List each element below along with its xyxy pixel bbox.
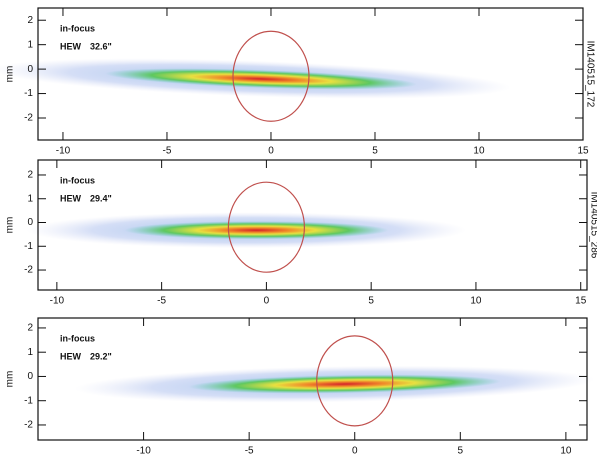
y-axis-label: mm — [5, 66, 16, 83]
annotation: in-focus — [60, 23, 95, 33]
spot-core — [188, 374, 501, 394]
x-tick-label: 10 — [473, 146, 485, 157]
side-label: IM140515_286 — [588, 192, 597, 259]
y-tick-label: 0 — [27, 217, 33, 228]
y-tick-label: 0 — [27, 371, 33, 382]
x-tick-label: 10 — [560, 446, 572, 457]
y-tick-label: 1 — [27, 193, 33, 204]
annotation: HEW — [60, 193, 82, 203]
x-tick-label: -5 — [157, 296, 166, 307]
x-tick-label: -10 — [56, 146, 71, 157]
hew-circle — [316, 335, 394, 427]
x-tick-label: -5 — [163, 146, 172, 157]
x-tick-label: 0 — [264, 296, 270, 307]
x-tick-label: 15 — [577, 146, 589, 157]
annotation: in-focus — [60, 175, 95, 185]
x-tick-label: 0 — [268, 146, 274, 157]
plot-frame — [37, 7, 584, 141]
plot-frame — [37, 159, 588, 291]
y-tick-label: 2 — [27, 15, 33, 26]
annotation: 32.6" — [90, 41, 112, 51]
x-tick-label: 5 — [368, 296, 374, 307]
hew-circle — [232, 30, 310, 122]
x-tick-label: 10 — [470, 296, 482, 307]
y-tick-label: -2 — [24, 420, 33, 431]
y-tick-label: 0 — [27, 64, 33, 75]
side-label: IM140515_172 — [584, 41, 595, 108]
y-tick-label: -2 — [24, 113, 33, 124]
x-tick-label: -5 — [245, 446, 254, 457]
x-tick-label: 5 — [458, 446, 464, 457]
x-tick-label: -10 — [136, 446, 151, 457]
focal-spot — [0, 58, 511, 99]
y-axis-label: mm — [5, 217, 16, 234]
x-tick-label: 0 — [352, 446, 358, 457]
y-tick-label: 2 — [27, 323, 33, 334]
y-tick-label: -1 — [24, 395, 33, 406]
y-tick-label: -2 — [24, 265, 33, 276]
annotation: HEW — [60, 351, 82, 361]
annotation: HEW — [60, 41, 82, 51]
annotation: in-focus — [60, 333, 95, 343]
plot-frame — [37, 317, 588, 441]
x-tick-label: 5 — [372, 146, 378, 157]
y-axis-label: mm — [5, 371, 16, 388]
focal-spot — [74, 365, 595, 403]
x-tick-label: -10 — [50, 296, 65, 307]
x-tick-label: 15 — [575, 296, 587, 307]
spot-core — [124, 221, 389, 240]
y-tick-label: -1 — [24, 241, 33, 252]
y-tick-label: 1 — [27, 347, 33, 358]
spot-core — [105, 68, 417, 90]
y-tick-label: 1 — [27, 39, 33, 50]
annotation: 29.4" — [90, 193, 112, 203]
focal-spot — [26, 212, 467, 249]
y-tick-label: 2 — [27, 170, 33, 181]
hew-circle — [227, 181, 306, 273]
y-tick-label: -1 — [24, 88, 33, 99]
annotation: 29.2" — [90, 351, 112, 361]
